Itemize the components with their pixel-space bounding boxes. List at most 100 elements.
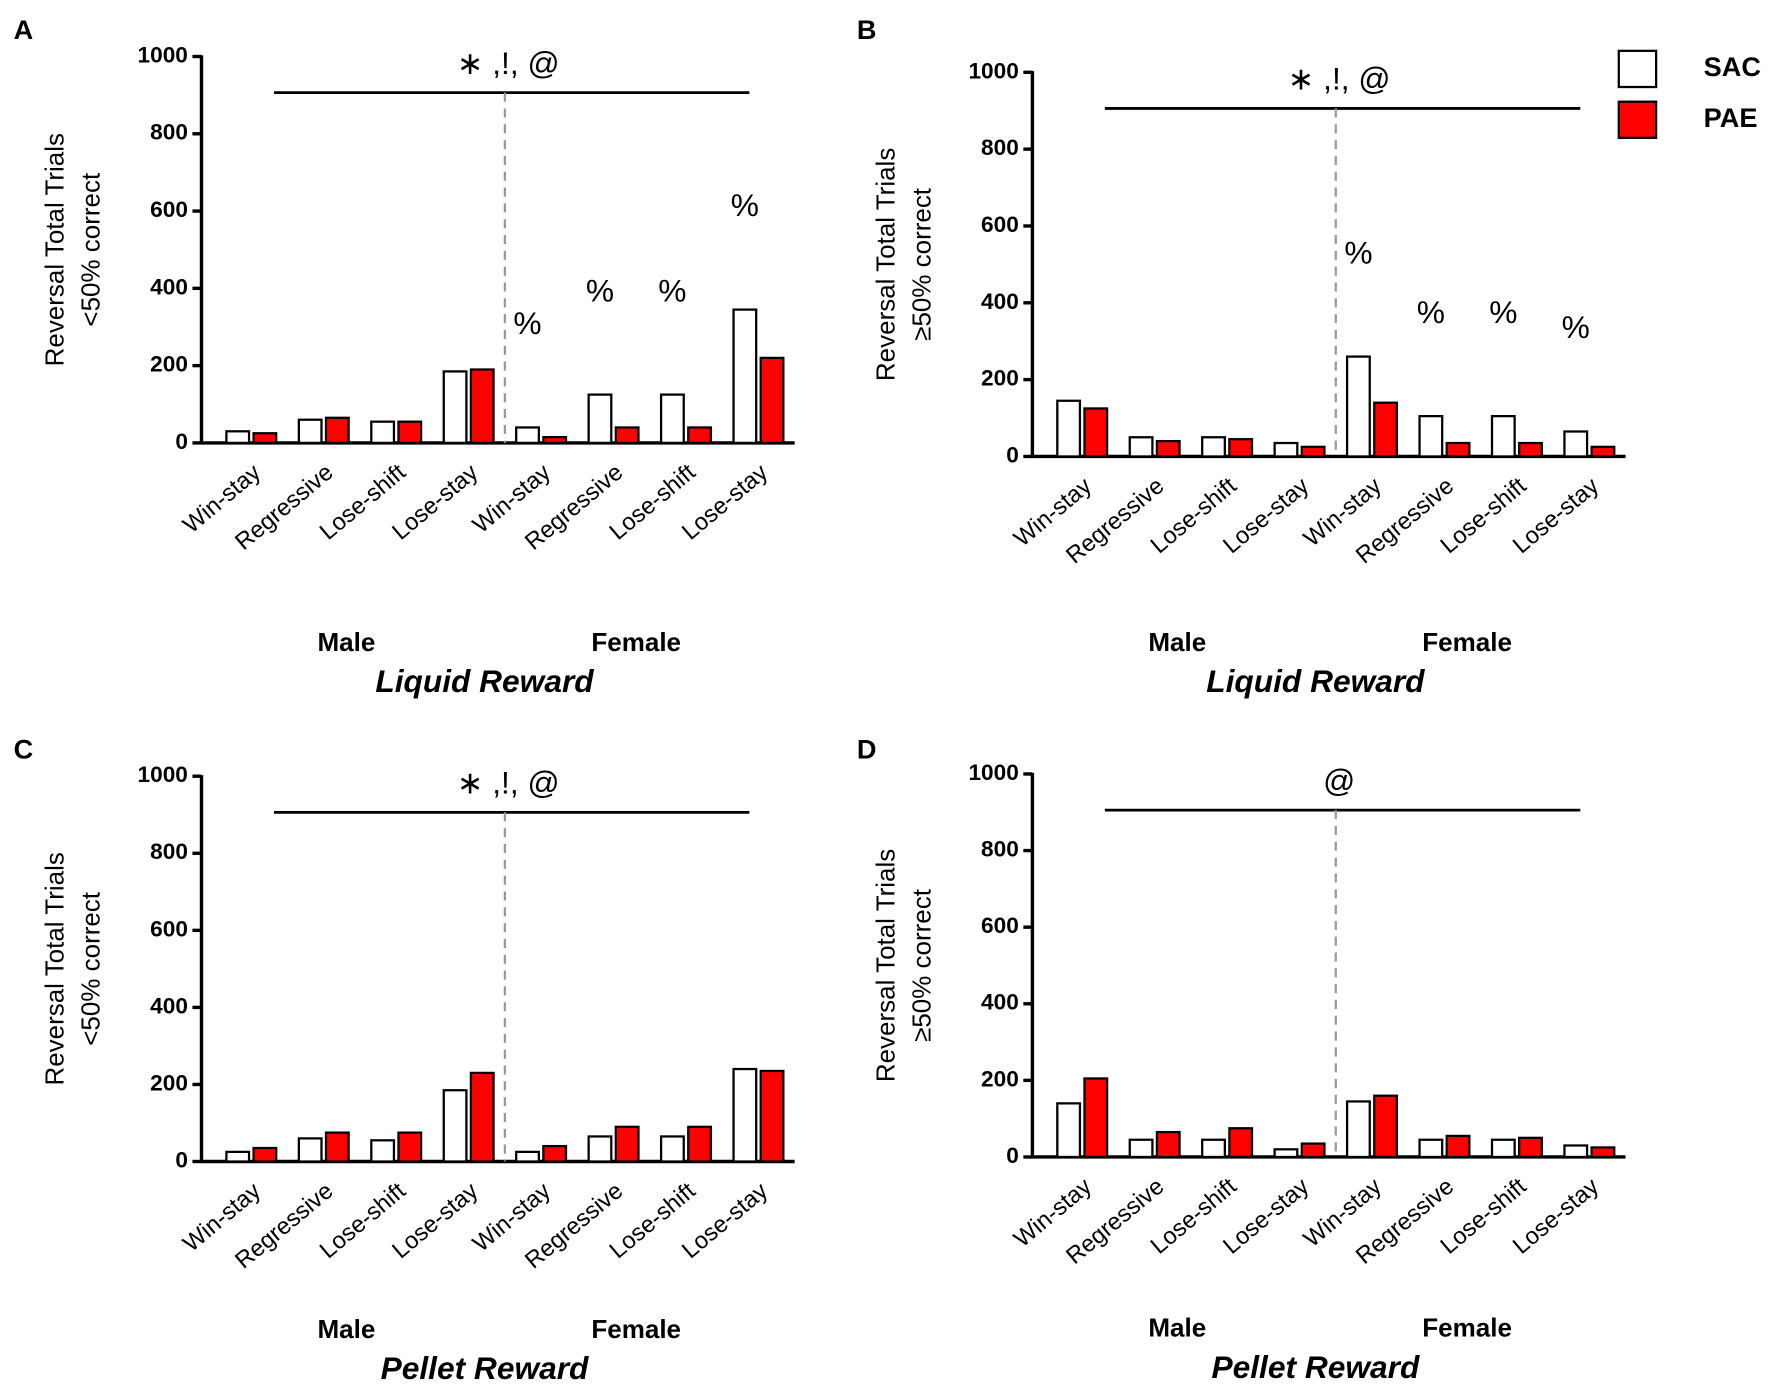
y-tick-label: 1000	[968, 760, 1018, 785]
bar	[1490, 1138, 1516, 1159]
bar	[732, 1067, 758, 1163]
bar	[1490, 415, 1516, 458]
group-label: Male	[1148, 627, 1206, 657]
bar	[659, 1135, 685, 1163]
y-tick-label: 0	[175, 1147, 188, 1172]
y-tick-label: 800	[150, 120, 188, 145]
percent-label: %	[731, 187, 759, 223]
percent-label: %	[658, 272, 686, 308]
bar	[397, 420, 423, 445]
y-tick-label: 600	[981, 913, 1019, 938]
y-tick-label: 1000	[968, 58, 1018, 83]
bar	[1373, 1094, 1399, 1159]
y-tick-label: 600	[150, 197, 188, 222]
bar	[515, 1150, 540, 1163]
legend-swatch	[1617, 100, 1658, 139]
y-tick-label: 1000	[138, 762, 188, 787]
bar	[1345, 355, 1371, 458]
bar	[1300, 1142, 1326, 1159]
panel-label: D	[857, 734, 877, 765]
y-tick-label: 600	[150, 916, 188, 941]
bar	[587, 1135, 613, 1163]
bar	[1590, 1146, 1616, 1159]
percent-label: %	[586, 272, 614, 308]
x-axis-label: Pellet Reward	[1211, 1349, 1419, 1385]
group-label: Female	[591, 1314, 681, 1344]
group-label: Female	[591, 627, 681, 657]
panel-label: A	[14, 14, 34, 45]
legend-swatch	[1617, 49, 1658, 89]
bar	[1445, 1134, 1471, 1159]
bar	[687, 1125, 713, 1163]
y-tick-label: 200	[150, 1070, 188, 1095]
group-label: Female	[1422, 1313, 1512, 1343]
significance-label: ∗ ,!, @	[1288, 61, 1391, 97]
bar	[1228, 1127, 1254, 1159]
bar	[1373, 401, 1399, 458]
bar	[1563, 1144, 1589, 1159]
bar	[1083, 1077, 1109, 1159]
bar	[1518, 1136, 1543, 1159]
bar	[1273, 1148, 1299, 1159]
bar	[1590, 445, 1616, 458]
bar	[297, 418, 323, 445]
y-axis-label: Reversal Total Trials	[39, 852, 69, 1085]
y-tick-label: 200	[150, 352, 188, 377]
bar	[252, 1146, 278, 1163]
bar	[1563, 430, 1589, 458]
legend-label: PAE	[1704, 102, 1758, 133]
y-axis-label: Reversal Total Trials	[870, 849, 900, 1082]
bar	[687, 426, 713, 445]
y-tick-label: 0	[175, 429, 188, 454]
significance-label: ∗ ,!, @	[457, 765, 560, 801]
bar	[759, 356, 785, 445]
group-label: Male	[317, 627, 375, 657]
percent-label: %	[1417, 294, 1445, 330]
legend-label: SAC	[1704, 51, 1761, 82]
bar	[759, 1069, 785, 1163]
x-axis-label: Liquid Reward	[375, 663, 594, 699]
bar	[1445, 441, 1471, 458]
bar	[469, 1071, 495, 1163]
x-axis-label: Pellet Reward	[381, 1350, 589, 1386]
y-axis-label: ≥50% correct	[907, 888, 937, 1042]
bar	[1228, 438, 1254, 458]
y-tick-label: 800	[150, 839, 188, 864]
y-tick-label: 200	[981, 366, 1019, 391]
bar	[1155, 1130, 1181, 1159]
significance-label: @	[1323, 762, 1355, 798]
panel-label: B	[857, 14, 877, 45]
y-tick-label: 0	[1006, 442, 1019, 467]
bar	[542, 435, 568, 445]
bar	[542, 1144, 568, 1163]
group-label: Male	[317, 1314, 375, 1344]
bar	[1083, 407, 1109, 458]
bar	[1345, 1100, 1371, 1159]
bar	[1128, 1138, 1154, 1159]
y-tick-label: 400	[981, 289, 1019, 314]
y-tick-label: 400	[150, 274, 188, 299]
bar	[659, 393, 685, 445]
significance-label: ∗ ,!, @	[457, 45, 560, 81]
bar	[469, 368, 495, 445]
bar	[370, 1139, 396, 1163]
bar	[297, 1137, 323, 1163]
x-axis-label: Liquid Reward	[1206, 663, 1425, 699]
bar	[1418, 415, 1444, 458]
y-axis-label: Reversal Total Trials	[39, 133, 69, 366]
y-tick-label: 800	[981, 135, 1019, 160]
y-tick-label: 600	[981, 212, 1019, 237]
bar	[515, 426, 540, 445]
percent-label: %	[1562, 309, 1590, 345]
y-axis-label: <50% correct	[76, 172, 106, 327]
y-tick-label: 0	[1006, 1143, 1019, 1168]
bar	[1518, 441, 1543, 458]
y-tick-label: 400	[981, 990, 1019, 1015]
percent-label: %	[513, 305, 541, 341]
bar	[1201, 436, 1226, 458]
bar	[1201, 1138, 1226, 1159]
bar	[1128, 436, 1154, 458]
bar	[1273, 441, 1299, 458]
bar	[324, 1131, 350, 1163]
